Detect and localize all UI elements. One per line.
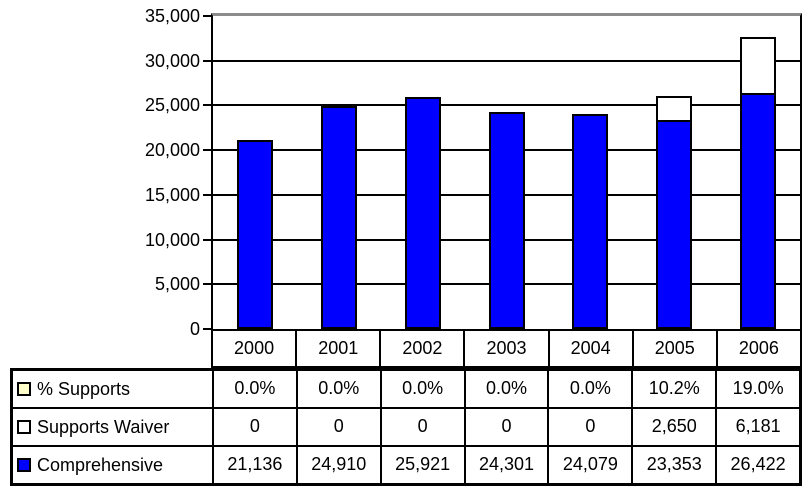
table-cell: 0 [379,409,464,445]
y-axis-label: 25,000 [144,95,200,115]
gridline [213,104,800,107]
row-label: Comprehensive [37,454,164,475]
bar-supports-waiver-2005 [656,96,693,123]
plot-area [211,13,802,331]
table-cell: 26,422 [715,447,799,483]
percent-supports-legend-swatch-icon [17,382,31,396]
category-label-2001: 2001 [295,331,379,366]
table-cell: 0 [212,409,296,445]
bar-comprehensive-2005 [656,120,693,329]
y-axis-label: 30,000 [144,51,200,71]
y-axis-label: 10,000 [144,230,200,250]
y-axis-tick [203,194,213,196]
table-cell: 0 [295,409,380,445]
table-cell: 0 [463,409,548,445]
bar-comprehensive-2004 [572,113,609,329]
comprehensive-legend-swatch-icon [17,458,31,472]
table-cell: 0.0% [463,371,548,407]
y-axis-tick [203,104,213,106]
table-cell: 10.2% [631,371,715,407]
supports-waiver-legend-swatch-icon [17,420,31,434]
category-label-2003: 2003 [463,331,547,366]
bar-comprehensive-2002 [404,97,441,329]
table-cell: 2,650 [631,409,715,445]
table-cell: 0 [547,409,631,445]
row-label: Supports Waiver [37,416,170,437]
table-row-comprehensive: Comprehensive 21,136 24,910 25,921 24,30… [13,445,799,483]
y-axis-label: 5,000 [154,274,200,294]
data-table: % Supports 0.0% 0.0% 0.0% 0.0% 0.0% 10.2… [10,368,802,486]
row-label: % Supports [37,378,131,399]
table-cell: 6,181 [715,409,799,445]
y-axis-label: 0 [189,319,200,339]
y-axis-tick [203,283,213,285]
legend-label-cell: % Supports [13,371,212,407]
bar-comprehensive-2003 [488,111,525,329]
table-cell: 21,136 [212,447,296,483]
legend-label-cell: Comprehensive [13,447,212,483]
table-cell: 0.0% [212,371,296,407]
category-label-2002: 2002 [379,331,463,366]
bar-comprehensive-2001 [320,106,357,329]
y-axis-label: 35,000 [144,6,200,26]
table-cell: 25,921 [379,447,464,483]
y-axis-tick [203,60,213,62]
table-cell: 0.0% [379,371,464,407]
table-cell: 23,353 [631,447,715,483]
y-axis-tick [203,328,213,330]
table-row-supports-waiver: Supports Waiver 0 0 0 0 0 2,650 6,181 [13,407,799,445]
gridline [213,59,800,62]
x-axis-category-row: 2000 2001 2002 2003 2004 2005 2006 [211,331,802,368]
category-label-2000: 2000 [234,338,275,358]
y-axis-tick [203,239,213,241]
table-cell: 24,910 [295,447,380,483]
y-axis-label: 15,000 [144,185,200,205]
category-label-2004: 2004 [547,331,632,366]
table-cell: 0.0% [295,371,380,407]
y-axis-tick [203,149,213,151]
y-axis-tick [203,15,213,17]
category-label-2005: 2005 [631,331,716,366]
legend-label-cell: Supports Waiver [13,409,212,445]
bar-comprehensive-2000 [236,139,273,329]
table-cell: 24,079 [547,447,631,483]
table-cell: 24,301 [463,447,548,483]
table-cell: 19.0% [715,371,799,407]
table-row-percent-supports: % Supports 0.0% 0.0% 0.0% 0.0% 0.0% 10.2… [13,371,799,407]
table-cell: 0.0% [547,371,631,407]
bar-supports-waiver-2006 [740,37,777,95]
y-axis-label: 20,000 [144,140,200,160]
bar-comprehensive-2006 [740,92,777,329]
category-label-2006: 2006 [715,331,800,366]
